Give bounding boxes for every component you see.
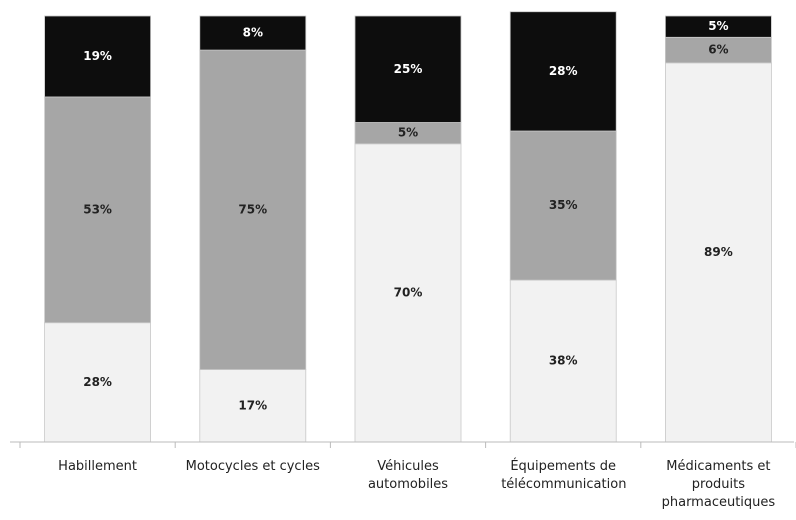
bar-segment [44,322,151,443]
bar-segment [44,96,151,324]
data-label: 5% [398,126,418,140]
data-label: 5% [708,19,728,33]
x-tick-label: Médicaments et produits pharmaceutiques [661,459,776,510]
bar-segment [199,369,307,443]
data-label: 28% [549,64,578,78]
data-label: 25% [394,62,423,76]
bar-segment [509,11,617,132]
bar-segment [354,15,462,123]
data-label: 6% [708,43,728,57]
x-tick-label: Véhicules automobiles [367,459,449,492]
bar-segment [509,130,617,281]
data-label: 38% [549,354,578,368]
x-tick-label: Motocycles et cycles [185,459,320,474]
bar-segment [509,279,617,443]
bar-segment [665,15,772,38]
bar-segment [199,49,307,370]
bar-segment [199,15,307,51]
x-tick-label: Équipements de télécommunication [501,459,627,492]
data-label: 35% [549,198,578,212]
bar-segment [44,15,151,98]
data-label: 75% [238,202,267,216]
data-label: 28% [83,375,112,389]
data-label: 17% [238,398,267,412]
bar-segment [665,36,772,64]
x-tick-label: Habillement [58,459,137,474]
data-label: 53% [83,202,112,216]
bar-segment [354,143,462,443]
data-label: 19% [83,49,112,63]
bar-segment [665,62,772,443]
data-label: 70% [394,285,423,299]
data-label: 8% [243,26,263,40]
data-label: 89% [704,245,733,259]
